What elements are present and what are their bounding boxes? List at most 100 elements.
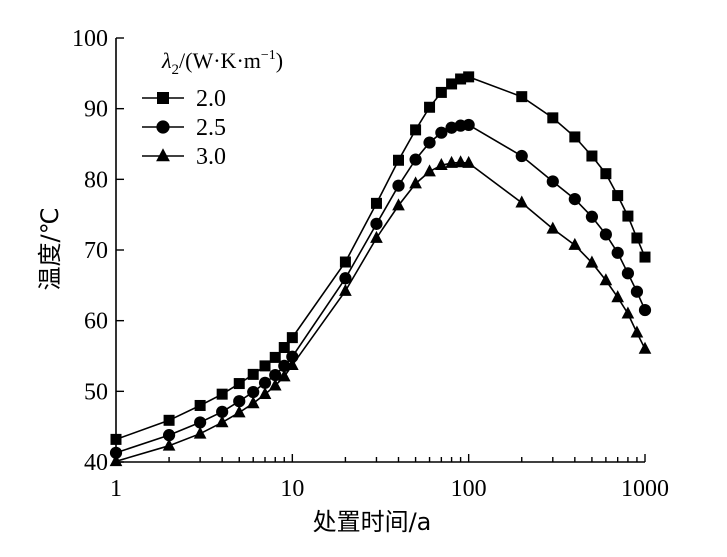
data-point-square [233,378,245,390]
data-point-square [435,86,447,98]
y-tick-label: 50 [84,379,108,405]
data-point-triangle [392,198,405,211]
legend: λ2/(W·K·m−1) 2.0 2.5 3.0 [142,48,283,170]
data-point-square [269,351,281,363]
data-point-circle [392,179,405,192]
data-point-circle [258,376,272,389]
data-point-circle [233,395,246,408]
data-point-triangle [286,358,299,371]
data-point-circle [409,153,422,166]
legend-label: 2.5 [196,115,226,141]
data-point-circle [370,217,383,230]
data-point-triangle [232,405,246,418]
data-point-square [446,78,458,90]
data-point-square [424,101,436,113]
data-point-square [600,168,612,180]
data-point-square [622,210,634,222]
y-axis-title: 温度/℃ [36,207,64,290]
legend-entry: 2.5 [142,115,226,141]
x-tick-label: 1000 [621,476,669,502]
legend-entries: 2.0 2.5 3.0 [142,86,226,170]
data-point-circle [515,149,528,163]
data-point-triangle [546,221,560,234]
data-point-triangle [277,369,291,382]
legend-marker-circle [156,120,170,134]
y-tick-label: 40 [84,450,108,476]
data-point-square [410,124,422,136]
data-point-triangle [268,378,282,391]
data-point-triangle [215,415,229,428]
data-point-circle [462,118,475,132]
data-point-triangle [423,164,436,177]
data-point-square [392,154,404,166]
x-tick-label: 100 [451,476,487,502]
data-point-triangle [339,283,352,296]
data-point-circle [194,416,207,429]
data-point-square [259,360,271,372]
data-point-square [247,368,259,380]
data-point-triangle [599,273,613,286]
data-point-square [631,232,643,244]
x-tick-label: 1 [110,476,122,502]
legend-title-subscript: 2 [172,62,180,78]
data-point-square [586,150,598,162]
data-point-square [110,433,122,445]
y-tick-label: 80 [84,167,108,193]
x-ticks: 1 10 100 1000 [110,454,669,502]
data-point-square [278,342,290,354]
data-point-triangle [109,454,123,467]
data-point-triangle [638,341,652,354]
data-point-triangle [445,155,458,168]
data-point-square [569,131,581,143]
data-point-triangle [193,426,207,439]
legend-entry: 3.0 [142,144,226,170]
data-point-circle [621,267,635,280]
legend-title-symbol: λ [161,48,172,73]
data-point-circle [630,285,644,298]
data-point-triangle [454,155,467,168]
legend-marker-triangle [156,148,170,162]
data-point-circle [568,193,581,206]
data-point-square [455,73,467,85]
data-point-square [612,190,624,202]
data-point-circle [216,405,229,418]
y-tick-label: 70 [84,238,108,264]
data-point-circle [611,246,624,259]
data-point-triangle [621,306,635,319]
data-point-triangle [370,230,383,243]
data-point-square [547,112,559,124]
legend-title-unit: /(W·K·m [179,48,261,73]
data-point-square [163,414,175,426]
data-point-circle [247,385,260,399]
data-point-triangle [611,290,625,303]
y-tick-label: 100 [72,26,108,52]
data-point-triangle [515,195,529,208]
legend-label: 3.0 [196,144,226,170]
legend-label: 2.0 [196,86,226,112]
data-point-circle [546,175,559,188]
series-square [110,71,651,445]
series-line-circle [115,124,646,454]
data-point-triangle [630,325,644,338]
data-point-triangle [568,237,582,250]
data-point-circle [423,136,436,149]
data-point-square [194,399,206,411]
data-point-triangle [258,386,272,400]
data-point-square [370,197,382,209]
x-axis-title: 处置时间/a [313,508,432,536]
data-point-triangle [435,158,448,171]
legend-title: λ2/(W·K·m−1) [161,48,283,78]
data-point-square [339,256,351,268]
y-tick-label: 90 [84,97,108,123]
data-point-triangle [585,255,599,268]
data-point-triangle [246,396,260,409]
data-point-square [286,332,298,344]
data-point-circle [109,446,123,459]
legend-entry: 2.0 [142,86,226,112]
data-point-triangle [162,438,176,451]
data-point-circle [599,228,612,241]
data-point-triangle [462,155,475,168]
y-tick-label: 60 [84,309,108,335]
legend-title-close: ) [276,48,283,73]
series-triangle [109,155,652,467]
